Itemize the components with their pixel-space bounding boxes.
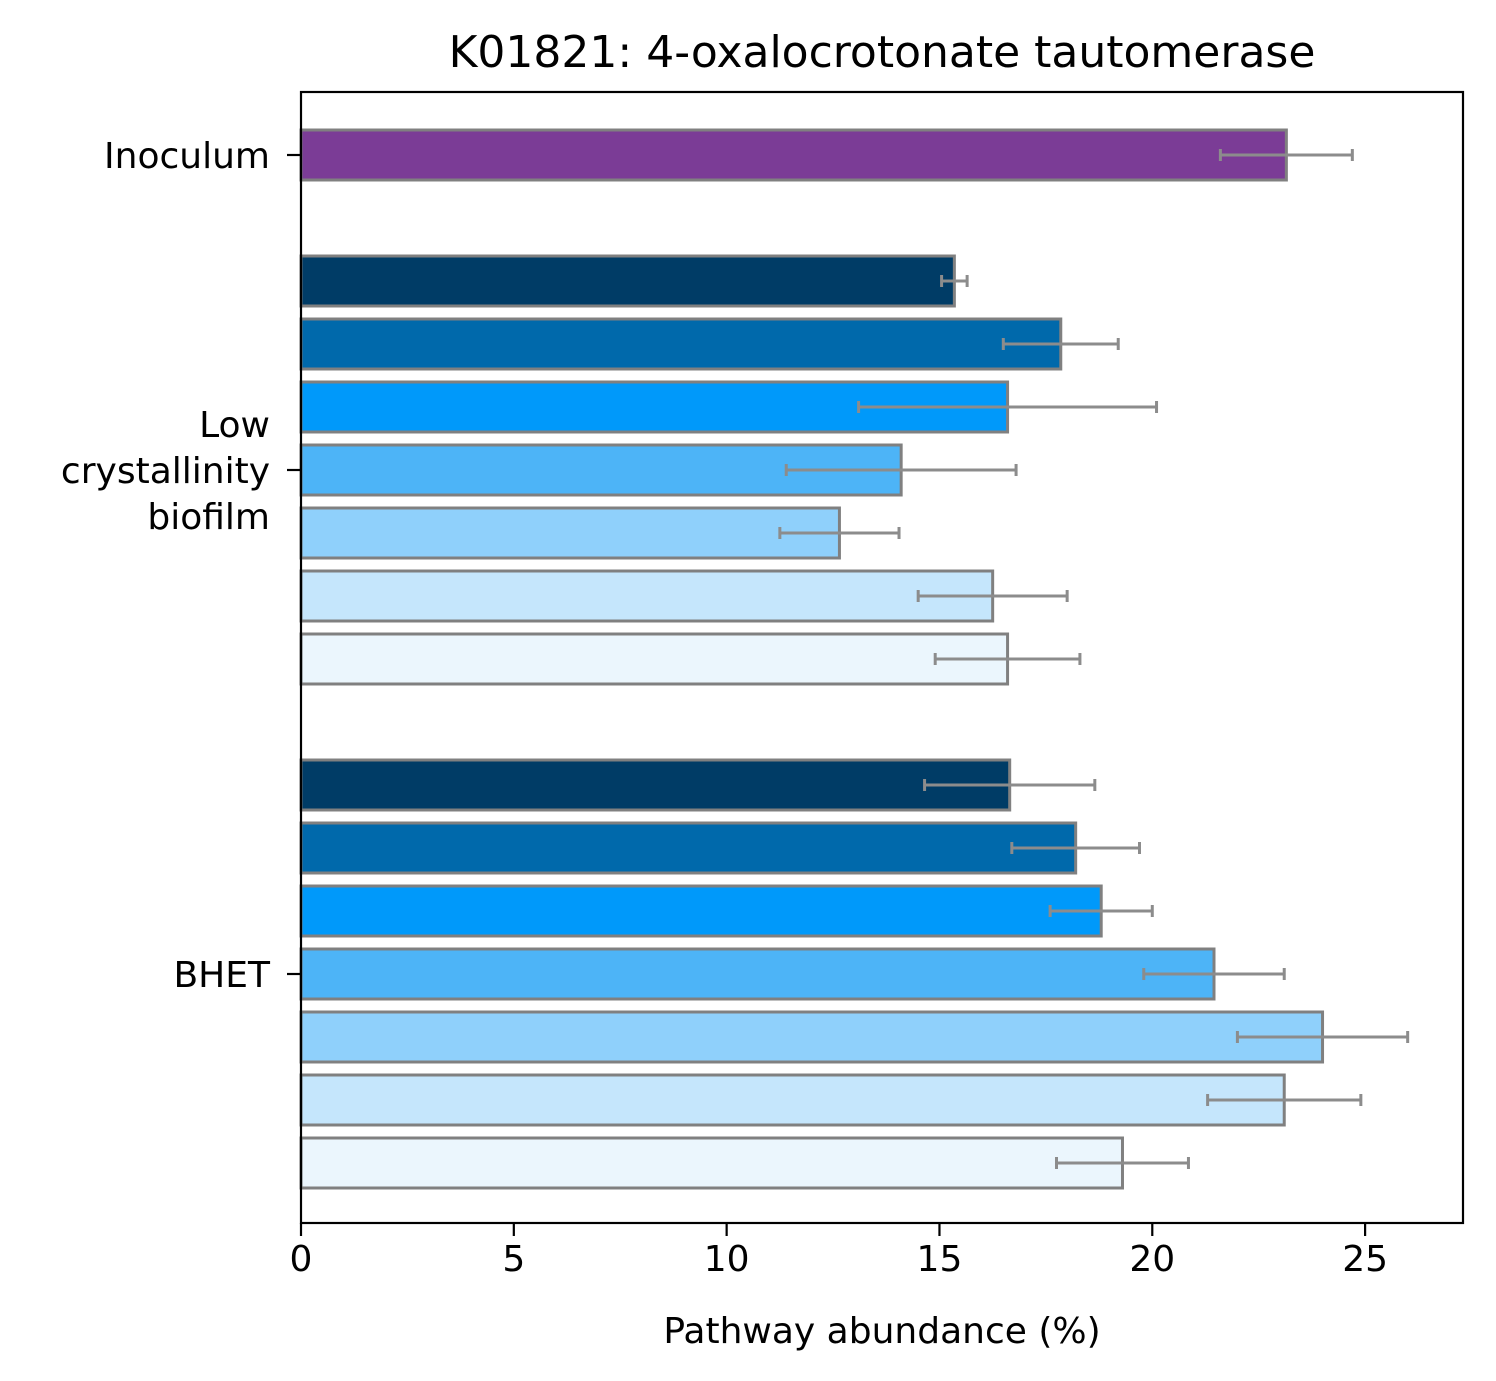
error-bar-group-2-4	[784, 464, 1018, 476]
y-tick-label: biofilm	[147, 497, 270, 538]
bar-group-3-3	[299, 884, 1103, 938]
bar-group-2-6	[299, 569, 995, 623]
x-tick-label: 10	[704, 1239, 750, 1280]
bars-layer	[299, 128, 1325, 1190]
bar-group-3-6	[299, 1073, 1286, 1127]
error-bar-group-2-6	[916, 590, 1069, 602]
error-bar-group-3-6	[1206, 1094, 1363, 1106]
error-bar-group-3-3	[1048, 905, 1154, 917]
x-tick-label: 20	[1129, 1239, 1175, 1280]
error-bar-group-3-5	[1235, 1031, 1410, 1043]
x-tick-label: 25	[1342, 1239, 1388, 1280]
y-tick-label: crystallinity	[61, 451, 270, 492]
bar-group-2-7	[299, 632, 1010, 686]
bar-group-3-4	[299, 947, 1216, 1001]
x-axis: 0 5 10 15 20 25	[290, 1223, 1388, 1280]
y-tick-label: Inoculum	[104, 136, 270, 177]
error-bar-group-2-2	[1001, 338, 1120, 350]
x-tick-label: 0	[290, 1239, 313, 1280]
x-tick-label: 15	[917, 1239, 963, 1280]
error-bars-layer	[778, 149, 1410, 1169]
x-axis-label: Pathway abundance (%)	[663, 1311, 1100, 1352]
error-bar-group-2-7	[933, 653, 1082, 665]
plot-frame	[299, 90, 1465, 1225]
chart-title: K01821: 4-oxalocrotonate tautomerase	[449, 27, 1316, 78]
error-bar-group-3-2	[1010, 842, 1142, 854]
bar-group-3-5	[299, 1010, 1325, 1064]
error-bar-group-3-4	[1142, 968, 1286, 980]
bar-group-2-2	[299, 317, 1063, 371]
error-bar-group-2-1	[940, 275, 969, 287]
y-axis: Inoculum Low crystallinity biofilm BHET	[61, 136, 301, 996]
x-tick-label: 5	[502, 1239, 525, 1280]
error-bar-group-3-1	[923, 779, 1097, 791]
bar-group-2-5	[299, 506, 841, 560]
bar-group-3-7	[299, 1136, 1124, 1190]
error-bar-group-3-7	[1055, 1157, 1190, 1169]
bar-group-1-1	[299, 128, 1288, 182]
y-tick-label: Low	[199, 405, 270, 446]
bar-group-3-1	[299, 758, 1012, 812]
error-bar-group-2-5	[778, 527, 901, 539]
bar-group-2-1	[299, 254, 956, 308]
bar-group-3-2	[299, 821, 1078, 875]
error-bar-group-2-3	[857, 401, 1159, 413]
y-tick-label: BHET	[173, 955, 271, 996]
error-bar-group-1-1	[1218, 149, 1354, 161]
